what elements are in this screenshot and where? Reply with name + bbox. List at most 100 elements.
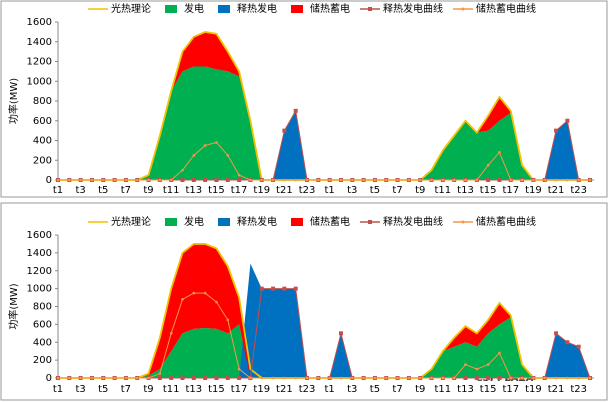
legend-label: 释热发电 xyxy=(237,2,277,15)
marker xyxy=(237,173,241,177)
marker xyxy=(577,376,580,380)
marker xyxy=(260,178,264,182)
x-tick-label: t11 xyxy=(163,185,180,196)
marker xyxy=(452,178,456,182)
marker xyxy=(554,178,558,182)
y-tick-label: 1200 xyxy=(27,266,52,277)
legend-label: 释热发电曲线 xyxy=(383,2,443,15)
plot: 0 200 400 600 800 1000 1200 1400 1600 功率(MW) t1 t3 t… xyxy=(7,2,594,196)
marker xyxy=(475,367,479,371)
marker xyxy=(407,376,411,380)
marker xyxy=(147,178,150,182)
x-tick-label: t1 xyxy=(325,185,335,196)
marker xyxy=(475,178,479,182)
marker xyxy=(79,376,82,380)
marker xyxy=(282,128,287,133)
marker xyxy=(226,154,230,157)
marker xyxy=(157,376,162,380)
marker xyxy=(543,376,547,380)
x-tick-label: t21 xyxy=(276,384,293,395)
marker xyxy=(554,128,559,133)
marker xyxy=(180,376,185,380)
marker xyxy=(124,376,128,380)
legend-label: 储热蓄电 xyxy=(310,2,350,15)
marker xyxy=(225,376,230,380)
marker xyxy=(498,351,501,355)
x-tick-label: t17 xyxy=(231,185,248,196)
marker xyxy=(135,376,139,380)
x-tick-label: t13 xyxy=(186,384,203,395)
marker xyxy=(497,178,502,182)
marker xyxy=(441,376,445,380)
legend-label: 释热发电 xyxy=(237,215,277,228)
x-tick-label: t7 xyxy=(121,185,131,196)
x-tick-label: t11 xyxy=(435,185,452,196)
marker xyxy=(497,376,502,380)
x-tick-label: t11 xyxy=(163,384,180,395)
marker xyxy=(124,178,128,182)
x-tick-label: t5 xyxy=(98,185,108,196)
marker xyxy=(430,178,433,182)
marker xyxy=(225,178,230,182)
marker xyxy=(191,178,196,182)
marker xyxy=(317,376,320,380)
marker xyxy=(158,372,162,375)
legend-label: 发电 xyxy=(184,215,204,228)
x-tick-label: t13 xyxy=(457,384,474,395)
marker xyxy=(203,178,208,182)
marker xyxy=(79,178,82,182)
marker xyxy=(192,154,196,157)
marker xyxy=(169,376,174,380)
marker xyxy=(203,376,208,380)
area xyxy=(58,66,590,180)
marker xyxy=(259,286,264,291)
x-tick-label: t5 xyxy=(370,384,380,395)
y-tick-label: 1400 xyxy=(27,37,52,48)
y-tick-label: 600 xyxy=(33,319,52,330)
legend-swatch xyxy=(461,220,465,224)
marker xyxy=(565,118,570,123)
line xyxy=(58,141,590,181)
marker xyxy=(169,332,173,335)
marker xyxy=(56,376,60,380)
marker xyxy=(237,367,241,371)
y-tick-label: 800 xyxy=(33,302,52,313)
marker xyxy=(282,286,287,291)
x-tick-label: t3 xyxy=(347,384,357,395)
y-tick-label: 1000 xyxy=(27,76,52,87)
y-tick-label: 1000 xyxy=(27,284,52,295)
marker xyxy=(565,340,570,345)
marker xyxy=(317,178,320,182)
marker xyxy=(283,376,286,380)
legend-label: 光热理论 xyxy=(111,2,151,15)
x-tick-label: t19 xyxy=(253,185,270,196)
legend-swatch xyxy=(368,7,372,11)
x-tick-label: t17 xyxy=(231,384,248,395)
y-tick-label: 400 xyxy=(33,136,52,147)
marker xyxy=(271,178,275,182)
marker xyxy=(181,168,184,172)
marker xyxy=(101,376,105,380)
x-tick-label: t9 xyxy=(143,384,153,395)
x-tick-label: t9 xyxy=(415,185,425,196)
marker xyxy=(260,376,264,380)
marker xyxy=(191,376,196,380)
marker xyxy=(271,286,276,291)
y-tick-label: 1400 xyxy=(27,248,52,259)
marker xyxy=(362,376,365,380)
marker xyxy=(90,178,94,182)
marker xyxy=(407,178,411,182)
marker xyxy=(338,331,343,336)
marker xyxy=(554,331,559,336)
legend-label: 释热发电曲线 xyxy=(383,215,443,228)
marker xyxy=(350,376,354,380)
plot: 0 200 400 600 800 1000 1200 1400 1600 功率(MW) t1 t3 t… xyxy=(7,215,594,395)
marker xyxy=(226,318,230,322)
marker xyxy=(237,178,242,182)
marker xyxy=(430,376,433,380)
x-tick-label: t13 xyxy=(457,185,474,196)
marker xyxy=(396,376,399,380)
marker xyxy=(566,178,569,182)
x-tick-label: t3 xyxy=(75,384,85,395)
x-tick-label: t23 xyxy=(299,185,316,196)
